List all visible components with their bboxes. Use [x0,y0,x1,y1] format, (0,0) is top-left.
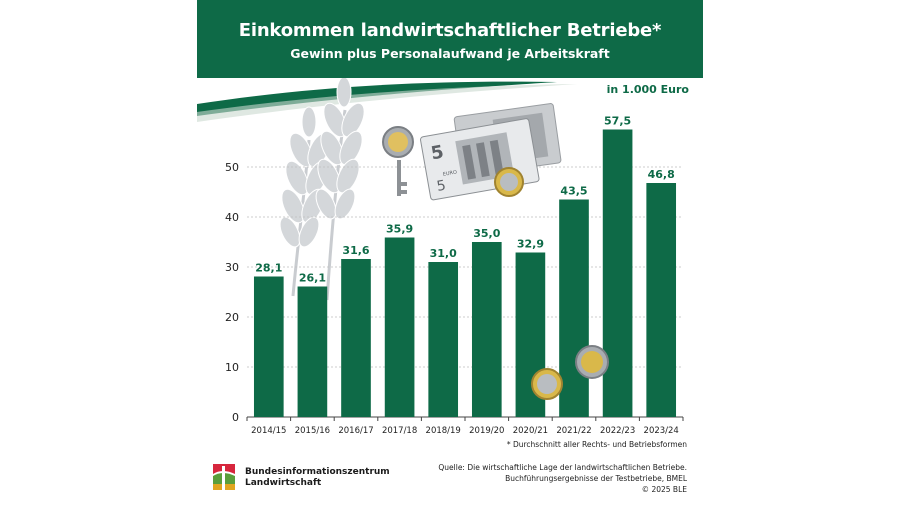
coin-illustration [382,126,609,400]
value-label: 57,5 [604,115,631,128]
chart-subtitle: Gewinn plus Personalaufwand je Arbeitskr… [290,46,610,61]
chart-canvas: 0 10 20 30 40 50 28,1 26,1 31,6 35,9 31,0 35,0 32,9… [197,76,684,436]
ble-logo: Bundesinformationszentrum Landwirtschaft [211,462,390,494]
source-line-2: Buchführungsergebnisse der Testbetriebe,… [505,474,687,483]
bar-2016/17 [341,259,371,417]
source-line-3: © 2025 BLE [641,485,687,494]
x-tick-label: 2022/23 [600,426,635,436]
y-tick-label: 20 [225,311,239,324]
bars [253,129,677,417]
svg-text:EURO: EURO [442,169,457,177]
x-tick-label: 2015/16 [295,426,330,436]
value-labels: 28,1 26,1 31,6 35,9 31,0 35,0 32,9 43,5 57,5 46,8 [255,115,675,285]
svg-text:5: 5 [436,178,448,195]
infographic-card: 0 10 20 30 40 50 28,1 26,1 31,6 35,9 31,0 35,0 32,9… [197,0,703,506]
header-swoosh-shadow [197,84,577,122]
logo-line-2: Landwirtschaft [245,478,322,488]
banknote-illustration: 5 5 EURO [397,103,562,201]
value-label: 35,0 [473,227,500,240]
y-axis-ticks: 0 10 20 30 40 50 [225,161,239,424]
value-label: 31,0 [430,247,457,260]
y-tick-label: 30 [225,261,239,274]
value-label: 35,9 [386,223,413,236]
wheat-illustration [279,76,365,301]
value-label: 28,1 [255,262,282,275]
chart-title: Einkommen landwirtschaftlicher Betriebe* [238,20,662,41]
bar-2017/18 [384,237,415,417]
x-tick-label: 2021/22 [556,426,591,436]
bar-2022/23 [602,129,633,417]
source-note: Quelle: Die wirtschaftliche Lage der lan… [438,462,687,495]
x-tick-label: 2016/17 [338,426,373,436]
x-axis-ticks: 2014/15 2015/16 2016/17 2017/18 2018/19 2019/… [246,417,684,436]
x-tick-label: 2019/20 [469,426,504,436]
bar-2018/19 [428,262,459,417]
x-tick-label: 2017/18 [382,426,417,436]
value-label: 31,6 [342,244,369,257]
bar-2015/16 [297,286,328,417]
value-label: 32,9 [517,238,544,251]
ble-logo-icon [211,462,237,492]
y-tick-label: 40 [225,211,239,224]
bar-2019/20 [471,242,502,417]
svg-text:5: 5 [429,142,445,165]
x-tick-label: 2020/21 [513,426,548,436]
header-band: Einkommen landwirtschaftlicher Betriebe*… [197,0,703,78]
unit-label: in 1.000 Euro [606,83,689,96]
x-tick-label: 2018/19 [426,426,461,436]
value-label: 46,8 [648,168,675,181]
y-tick-label: 0 [232,411,239,424]
bar-2021/22 [559,199,589,417]
x-tick-label: 2014/15 [251,426,286,436]
value-label: 26,1 [299,272,326,285]
bar-2014/15 [253,276,284,417]
y-tick-label: 10 [225,361,239,374]
logo-line-1: Bundesinformationszentrum [245,467,390,477]
footnote: * Durchschnitt aller Rechts- und Betrieb… [506,440,687,449]
bar-2023/24 [646,183,677,417]
y-tick-label: 50 [225,161,239,174]
ble-logo-text: Bundesinformationszentrum Landwirtschaft [245,467,390,489]
x-tick-label: 2023/24 [644,426,679,436]
header-swoosh [197,81,557,116]
value-label: 43,5 [560,185,587,198]
source-line-1: Quelle: Die wirtschaftliche Lage der lan… [438,463,687,472]
